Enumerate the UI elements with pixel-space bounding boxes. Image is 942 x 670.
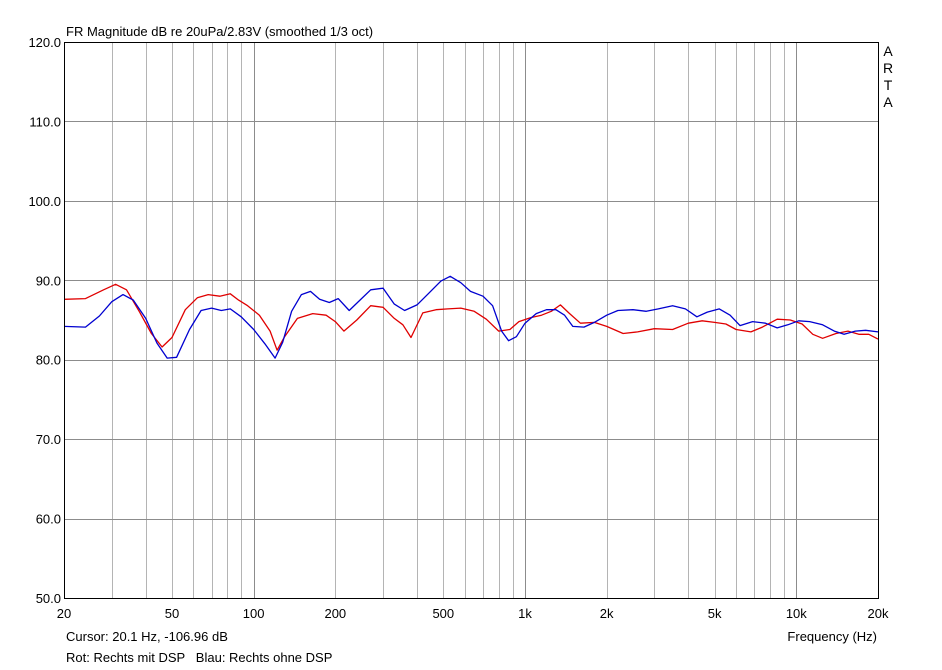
x-tick-labels: 20 50 100 200 500 1k 2k 5k 10k 20k bbox=[57, 606, 889, 621]
x-tick-label: 50 bbox=[165, 606, 179, 621]
series-line-red bbox=[63, 283, 879, 351]
chart-title: FR Magnitude dB re 20uPa/2.83V (smoothed… bbox=[66, 24, 373, 39]
x-tick-label: 10k bbox=[786, 606, 807, 621]
x-tick-label: 20k bbox=[868, 606, 889, 621]
y-tick-label: 100.0 bbox=[28, 194, 61, 209]
x-tick-label: 2k bbox=[600, 606, 614, 621]
y-tick-labels: 120.0 110.0 100.0 90.0 80.0 70.0 60.0 50.0 bbox=[28, 35, 61, 606]
grid bbox=[64, 42, 878, 598]
y-tick-label: 60.0 bbox=[36, 512, 61, 527]
y-tick-label: 80.0 bbox=[36, 353, 61, 368]
y-tick-label: 110.0 bbox=[29, 114, 61, 129]
cursor-readout: Cursor: 20.1 Hz, -106.96 dB bbox=[66, 629, 228, 644]
plot-frame bbox=[64, 42, 879, 599]
x-tick-label: 20 bbox=[57, 606, 71, 621]
y-tick-label: 50.0 bbox=[36, 591, 61, 606]
x-tick-label: 100 bbox=[243, 606, 265, 621]
series-layer bbox=[63, 275, 879, 359]
x-tick-label: 5k bbox=[708, 606, 722, 621]
watermark-letter: R bbox=[883, 60, 893, 76]
x-tick-label: 500 bbox=[432, 606, 454, 621]
watermark-letter: A bbox=[883, 94, 893, 110]
watermark-letter: A bbox=[883, 43, 893, 59]
y-tick-label: 90.0 bbox=[36, 273, 61, 288]
x-tick-label: 1k bbox=[518, 606, 532, 621]
series-line-blue bbox=[63, 275, 879, 359]
y-tick-label: 70.0 bbox=[36, 432, 61, 447]
x-axis-label: Frequency (Hz) bbox=[787, 629, 877, 644]
series-legend: Rot: Rechts mit DSP Blau: Rechts ohne DS… bbox=[66, 650, 332, 665]
x-tick-label: 200 bbox=[324, 606, 346, 621]
watermark-letter: T bbox=[884, 77, 893, 93]
y-tick-label: 120.0 bbox=[28, 35, 61, 50]
